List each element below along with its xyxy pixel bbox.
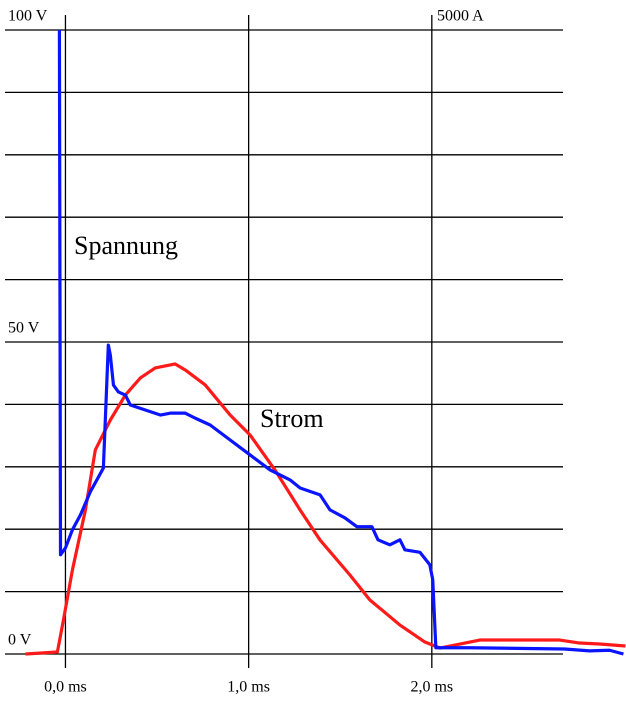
x-tick-label: 2,0 ms bbox=[410, 679, 453, 696]
series-label: Spannung bbox=[74, 231, 178, 260]
x-tick-label: 1,0 ms bbox=[227, 679, 270, 696]
y-tick-label: 0 V bbox=[8, 632, 32, 649]
y2-tick-label: 5000 A bbox=[437, 8, 484, 25]
series-line bbox=[25, 362, 626, 656]
y-tick-label: 100 V bbox=[8, 8, 48, 25]
x-tick-label: 0,0 ms bbox=[44, 679, 87, 696]
series-line bbox=[57, 29, 624, 656]
series-label: Strom bbox=[260, 404, 324, 433]
y-tick-label: 50 V bbox=[8, 320, 40, 337]
